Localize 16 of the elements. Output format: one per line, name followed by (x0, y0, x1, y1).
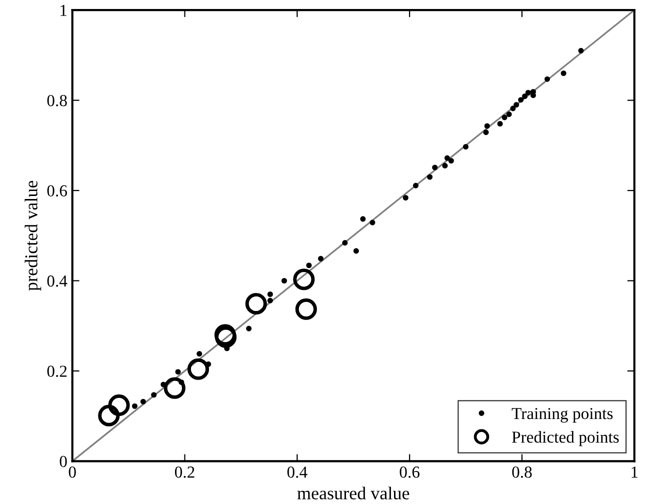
x-tick-label: 0.2 (174, 466, 194, 478)
x-tick-label: 0.8 (512, 466, 532, 478)
y-tick-label: 0.4 (47, 275, 68, 287)
y-tick-label: 1 (60, 4, 66, 16)
legend-label: Predicted points (512, 431, 619, 446)
x-tick-label: 0.6 (400, 466, 420, 478)
y-tick-label: 0 (60, 456, 67, 468)
y-tick-label: 0.8 (47, 94, 67, 106)
x-axis-title: measured value (297, 486, 410, 500)
x-tick-label: 1 (632, 466, 638, 478)
y-tick-label: 0.2 (47, 366, 67, 377)
y-tick-label: 0.6 (47, 185, 67, 197)
x-tick-label: 0 (68, 466, 76, 478)
y-axis-title: predicted value (24, 180, 42, 291)
x-tick-label: 0.4 (287, 466, 308, 478)
legend-label: Training points (512, 408, 613, 423)
